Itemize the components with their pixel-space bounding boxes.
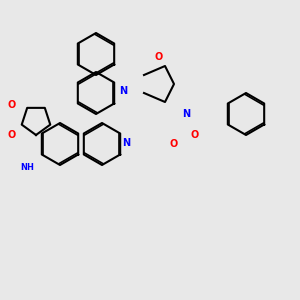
Text: O: O xyxy=(8,100,16,110)
Text: O: O xyxy=(191,130,199,140)
Text: O: O xyxy=(170,139,178,149)
Text: N: N xyxy=(182,109,190,119)
Text: N: N xyxy=(122,137,130,148)
Text: O: O xyxy=(8,130,16,140)
Text: N: N xyxy=(119,86,127,97)
Text: NH: NH xyxy=(20,164,34,172)
Text: O: O xyxy=(155,52,163,62)
